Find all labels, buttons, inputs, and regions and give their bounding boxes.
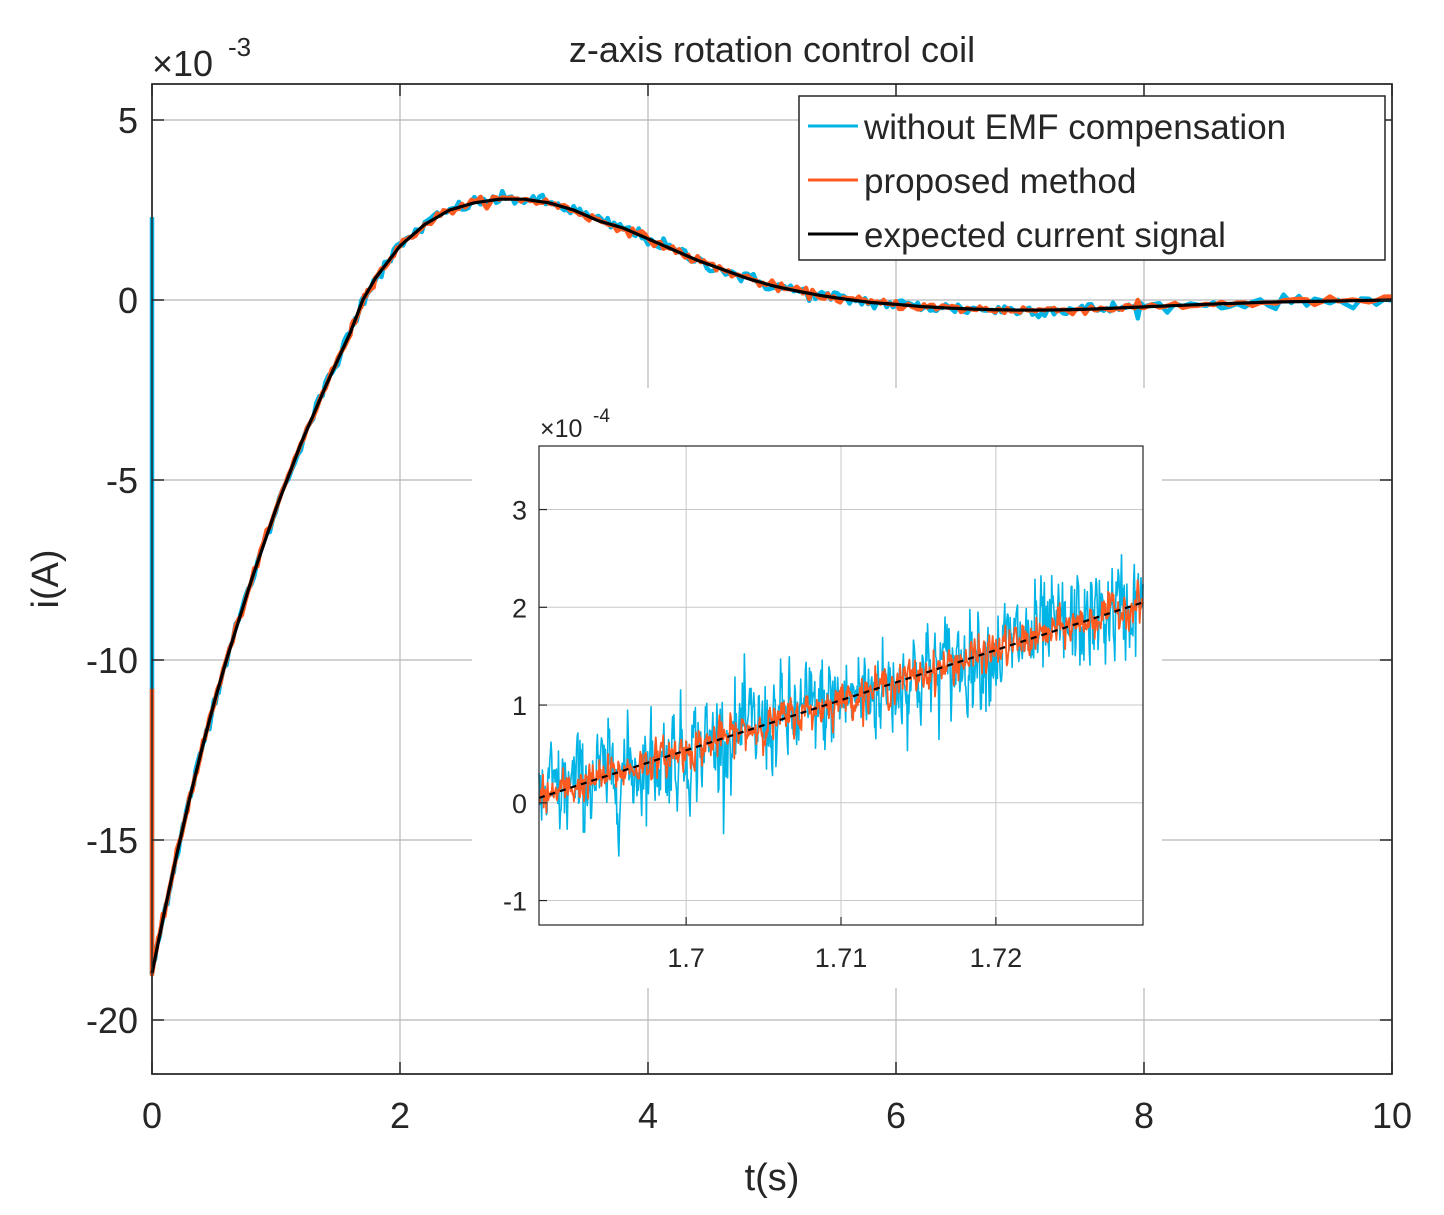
- inset-ytick-label-4: -1: [503, 887, 527, 917]
- inset-ticks: [539, 508, 997, 925]
- inset-xtick-label-1: 1.71: [815, 943, 868, 973]
- chart-title: z-axis rotation control coil: [569, 29, 975, 70]
- legend: without EMF compensation proposed method…: [798, 95, 1386, 261]
- inset-xtick-label-2: 1.72: [970, 943, 1023, 973]
- main-xtick-label-3: 6: [886, 1095, 906, 1136]
- main-ticks: [151, 84, 1393, 1074]
- legend-label-expected: expected current signal: [864, 216, 1226, 255]
- main-ytick-label-1: 0: [118, 280, 138, 321]
- legend-label-proposed: proposed method: [864, 162, 1136, 201]
- inset-chart: 1.7 1.71 1.72 3 2 1 0 -1 ×10 -4: [472, 388, 1162, 988]
- inset-ytick-label-3: 0: [512, 789, 527, 819]
- main-series-expected-current-signal: [150, 197, 1393, 974]
- inset-ytick-label-1: 2: [512, 593, 527, 623]
- x-axis-label: t(s): [745, 1157, 800, 1199]
- main-xtick-label-5: 10: [1372, 1095, 1412, 1136]
- main-xtick-label-0: 0: [142, 1095, 162, 1136]
- legend-box: [798, 95, 1386, 261]
- main-ytick-label-4: -15: [86, 820, 138, 861]
- inset-xtick-label-0: 1.7: [667, 943, 705, 973]
- inset-y-exponent-power: -4: [593, 406, 610, 427]
- main-ytick-label-0: 5: [118, 100, 138, 141]
- legend-entry-without-emf: without EMF compensation: [808, 108, 1286, 147]
- y-axis-label: i(A): [25, 549, 67, 608]
- y-exponent-label: ×10 -3: [152, 32, 251, 84]
- inset-series-expected-current-signal: [538, 601, 1144, 799]
- legend-entry-proposed: proposed method: [808, 162, 1136, 201]
- main-ytick-label-5: -20: [86, 1000, 138, 1041]
- inset-y-exponent-base: ×10: [540, 415, 582, 443]
- main-series-group: [149, 188, 1393, 977]
- y-exponent-base: ×10: [152, 43, 213, 84]
- inset-tick-labels: 1.7 1.71 1.72 3 2 1 0 -1: [503, 496, 1022, 973]
- inset-series-proposed-method: [538, 579, 1144, 814]
- main-xtick-label-4: 8: [1134, 1095, 1154, 1136]
- main-ytick-label-2: -5: [106, 460, 138, 501]
- legend-entry-expected: expected current signal: [808, 216, 1226, 255]
- inset-ytick-label-0: 3: [512, 496, 527, 526]
- main-ytick-label-3: -10: [86, 640, 138, 681]
- main-xtick-label-1: 2: [390, 1095, 410, 1136]
- inset-series-group: [538, 553, 1144, 857]
- inset-ytick-label-2: 1: [512, 691, 527, 721]
- inset-y-exponent-label: ×10 -4: [540, 406, 610, 443]
- main-plot-frame: [151, 83, 1393, 1075]
- main-xtick-label-2: 4: [638, 1095, 658, 1136]
- y-exponent-power: -3: [228, 32, 251, 62]
- legend-label-without-emf: without EMF compensation: [863, 108, 1286, 147]
